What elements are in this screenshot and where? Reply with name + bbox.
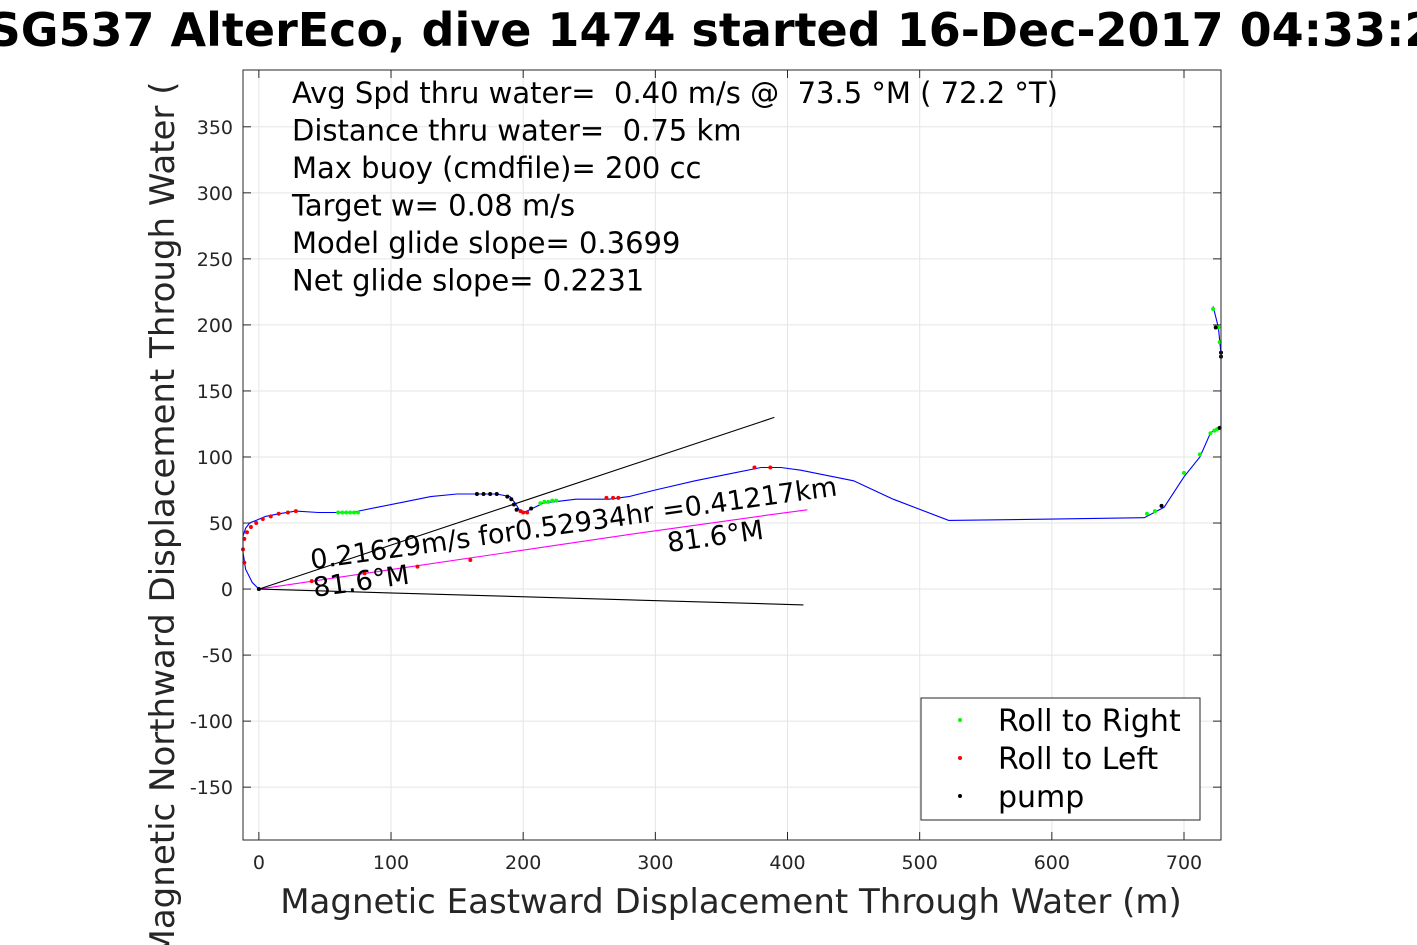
y-tick-label: 50: [209, 513, 233, 535]
x-tick-label: 300: [637, 852, 673, 874]
point-roll-to-right: [538, 501, 543, 506]
point-roll-to-left: [525, 510, 530, 515]
point-roll-to-right: [355, 510, 360, 515]
point-roll-to-left: [248, 524, 253, 529]
legend-marker: [958, 794, 962, 798]
point-roll-to-left: [521, 510, 526, 515]
x-tick-label: 100: [373, 852, 409, 874]
info-text-block: Avg Spd thru water= 0.40 m/s @ 73.5 °M (…: [291, 76, 1058, 298]
point-roll-to-left: [260, 517, 265, 522]
plot-frame: [242, 69, 1222, 841]
point-roll-to-left: [604, 495, 609, 500]
point-pump: [1159, 503, 1164, 508]
y-tick-label: -150: [190, 777, 233, 799]
point-pump: [511, 502, 516, 507]
info-line: Target w= 0.08 m/s: [291, 189, 575, 223]
point-roll-to-right: [550, 498, 555, 503]
tick-group: 0 100 200 300 400 500 600 700350300250200150100…: [190, 70, 1221, 874]
legend-box: [920, 697, 1201, 821]
y-tick-label: 350: [197, 117, 233, 139]
y-tick-label: 200: [197, 315, 233, 337]
point-roll-to-left: [244, 530, 249, 535]
x-tick-label: 400: [769, 852, 805, 874]
point-pump: [256, 587, 261, 592]
point-roll-to-left: [611, 495, 616, 500]
y-tick-label: 150: [197, 381, 233, 403]
point-pump: [505, 494, 510, 499]
info-line: Model glide slope= 0.3699: [292, 226, 680, 260]
series-line: [258, 416, 775, 590]
point-roll-to-left: [768, 465, 773, 470]
point-roll-to-right: [352, 510, 357, 515]
legend-label: pump: [998, 780, 1084, 815]
info-line: Avg Spd thru water= 0.40 m/s @ 73.5 °M (…: [292, 76, 1058, 110]
point-pump: [509, 497, 514, 502]
point-roll-to-left: [285, 510, 290, 515]
point-pump: [481, 491, 486, 496]
point-roll-to-right: [546, 499, 551, 504]
legend-label: Roll to Left: [998, 742, 1158, 777]
point-pump: [1213, 325, 1218, 330]
y-tick-label: -50: [202, 645, 233, 667]
point-roll-to-right: [542, 499, 547, 504]
x-tick-label: 600: [1034, 852, 1070, 874]
point-roll-to-left: [254, 521, 259, 526]
x-tick-label: 0: [253, 852, 265, 874]
point-roll-to-right: [1197, 452, 1202, 457]
legend-marker: [958, 718, 962, 722]
point-roll-to-right: [1208, 431, 1213, 436]
point-roll-to-right: [554, 498, 559, 503]
point-roll-to-right: [1144, 511, 1149, 516]
point-pump: [529, 506, 534, 511]
x-axis-label: Magnetic Eastward Displacement Through W…: [280, 882, 1182, 922]
point-roll-to-left: [268, 514, 273, 519]
point-roll-to-left: [468, 558, 473, 562]
chart-title: SG537 AlterEco, dive 1474 started 16-Dec…: [0, 3, 1417, 57]
info-line: Distance thru water= 0.75 km: [292, 114, 742, 148]
legend-label: Roll to Right: [998, 704, 1181, 739]
y-tick-label: -100: [190, 711, 233, 733]
series-line: [242, 306, 1222, 590]
series-line: [258, 588, 804, 606]
x-tick-label: 500: [902, 852, 938, 874]
point-pump: [514, 507, 519, 512]
point-roll-to-left: [415, 564, 420, 569]
point-roll-to-left: [752, 465, 757, 470]
y-tick-label: 250: [197, 249, 233, 271]
point-pump: [494, 491, 499, 496]
point-pump: [488, 491, 493, 496]
info-line: Max buoy (cmdfile)= 200 cc: [292, 151, 701, 185]
x-tick-label: 200: [505, 852, 541, 874]
point-roll-to-right: [336, 510, 341, 515]
info-line: Net glide slope= 0.2231: [292, 264, 644, 298]
point-roll-to-right: [1181, 470, 1186, 475]
y-tick-label: 0: [221, 579, 233, 601]
point-roll-to-right: [1211, 307, 1216, 312]
point-roll-to-left: [362, 571, 367, 576]
point-roll-to-right: [340, 510, 345, 515]
y-tick-label: 300: [197, 183, 233, 205]
point-roll-to-right: [1152, 509, 1157, 514]
y-axis-label: Magnetic Northward Displacement Through …: [143, 82, 183, 945]
point-roll-to-left: [616, 495, 621, 500]
point-roll-to-right: [344, 510, 349, 515]
point-roll-to-left: [293, 509, 298, 514]
point-roll-to-left: [309, 579, 314, 584]
legend-marker: [958, 756, 962, 760]
point-pump: [474, 491, 479, 496]
x-tick-label: 700: [1166, 852, 1202, 874]
point-roll-to-right: [348, 510, 353, 515]
series-group: [241, 306, 1223, 606]
y-tick-label: 100: [197, 447, 233, 469]
point-roll-to-left: [276, 511, 281, 516]
